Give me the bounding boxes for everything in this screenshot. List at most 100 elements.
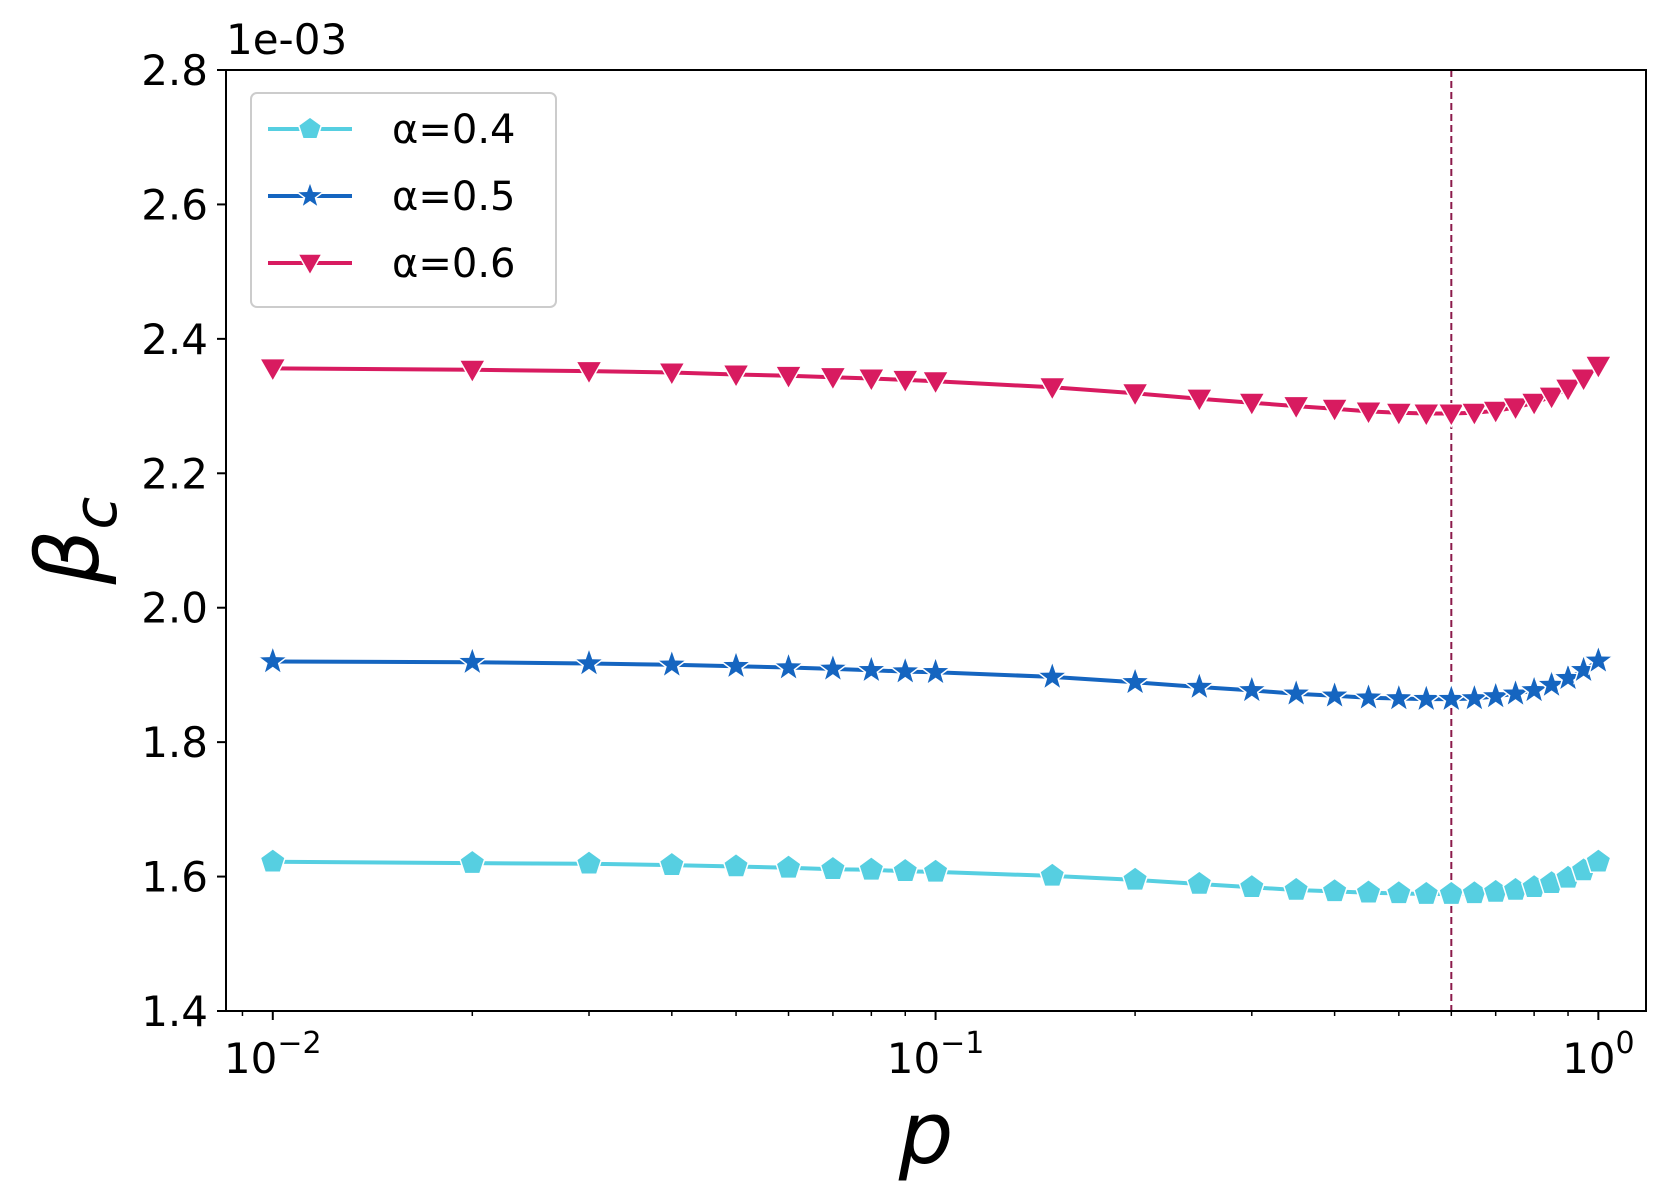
legend-label: α=0.6 <box>392 241 516 287</box>
y-axis-title-symbol: β <box>19 530 119 586</box>
data-point <box>1039 861 1066 888</box>
data-point <box>1537 386 1566 412</box>
data-point <box>259 847 286 874</box>
data-point <box>458 359 487 385</box>
x-tick-label-base: 10 <box>1562 1034 1615 1083</box>
x-tick-label-exponent: −2 <box>277 1026 321 1061</box>
data-point <box>1585 847 1612 874</box>
data-point <box>890 369 920 395</box>
data-point <box>572 645 606 678</box>
y-multiplier-label: 1e-03 <box>226 15 347 64</box>
data-point <box>1481 400 1510 426</box>
legend-item: α=0.5 <box>268 174 516 220</box>
legend: α=0.4 α=0.5 α=0.6 <box>250 92 557 308</box>
data-point <box>574 360 604 386</box>
y-tick-label: 2.2 <box>141 449 208 498</box>
series-1 <box>259 847 1612 906</box>
data-point <box>255 643 290 676</box>
y-tick-label: 2.8 <box>141 46 208 95</box>
legend-marker <box>297 116 323 140</box>
data-point <box>1281 395 1311 421</box>
data-point <box>1182 669 1217 702</box>
legend-marker <box>296 253 324 277</box>
data-point <box>658 851 686 877</box>
x-tick-label: 10−1 <box>887 1026 985 1083</box>
data-point <box>774 365 803 391</box>
data-point <box>857 368 886 394</box>
data-point <box>858 855 885 882</box>
y-tick-label: 1.8 <box>141 718 208 767</box>
y-tick-label: 2.6 <box>141 180 208 229</box>
data-point <box>1317 677 1352 711</box>
plot-area <box>255 70 1616 1011</box>
data-point <box>1581 642 1616 676</box>
data-point <box>721 363 751 389</box>
data-point <box>1354 400 1383 426</box>
data-point <box>775 853 802 880</box>
data-point <box>1460 402 1489 428</box>
data-point <box>459 849 486 875</box>
data-point <box>1384 402 1414 428</box>
data-point <box>1035 658 1070 692</box>
y-tick-label: 1.4 <box>141 987 208 1036</box>
y-axis-title-text: βc <box>19 497 131 586</box>
data-point <box>1321 877 1348 903</box>
series-2 <box>255 642 1616 714</box>
data-point <box>818 366 848 392</box>
data-point <box>819 855 847 881</box>
legend-box <box>250 92 557 308</box>
data-point <box>1118 664 1153 697</box>
data-point <box>1584 355 1613 381</box>
data-point <box>771 649 806 683</box>
y-tick-label: 1.6 <box>141 853 208 902</box>
data-point <box>575 849 603 876</box>
legend-marker <box>294 179 326 210</box>
x-tick-label: 10−2 <box>224 1026 322 1083</box>
data-point <box>1385 879 1413 905</box>
y-axis-title: βc <box>19 497 131 586</box>
data-point <box>455 644 490 677</box>
data-point <box>854 652 889 685</box>
data-point <box>1438 880 1465 906</box>
data-point <box>1355 878 1382 904</box>
data-point <box>719 648 754 681</box>
data-point <box>1519 392 1549 418</box>
data-point <box>258 357 288 383</box>
data-point <box>1279 675 1314 709</box>
data-point <box>1037 376 1067 402</box>
legend-item: α=0.6 <box>268 241 516 287</box>
data-point <box>1237 392 1267 418</box>
x-tick-label: 100 <box>1562 1026 1635 1083</box>
data-point <box>1234 672 1269 705</box>
x-axis-title: p <box>898 1084 954 1184</box>
data-point <box>1238 873 1266 899</box>
data-point <box>1411 402 1441 428</box>
data-point <box>921 370 950 396</box>
data-point <box>657 361 687 387</box>
y-axis: 1.4 1.6 1.8 2.0 2.2 2.4 2.6 2.8 <box>141 46 226 1036</box>
data-point <box>1501 396 1530 422</box>
data-point <box>1569 368 1598 394</box>
data-point <box>1121 865 1149 892</box>
data-point <box>1381 680 1416 713</box>
legend-item: α=0.4 <box>268 107 516 153</box>
legend-label: α=0.5 <box>392 174 516 220</box>
x-axis: 10−2 10−1 100 <box>224 1011 1635 1083</box>
y-tick-label: 2.4 <box>141 315 208 364</box>
data-point <box>1282 876 1310 902</box>
x-tick-label-exponent: 0 <box>1616 1026 1635 1061</box>
legend-label: α=0.4 <box>392 107 516 153</box>
data-point <box>1553 378 1583 404</box>
data-point <box>1413 880 1440 906</box>
data-point <box>1320 398 1349 424</box>
data-point <box>654 646 689 680</box>
data-point <box>1351 679 1386 713</box>
data-point <box>1120 382 1150 408</box>
x-tick-label-base: 10 <box>887 1034 940 1083</box>
data-point <box>888 653 923 687</box>
series-3 <box>258 355 1613 428</box>
x-tick-label-exponent: −1 <box>940 1026 984 1061</box>
x-tick-label-base: 10 <box>224 1034 277 1083</box>
